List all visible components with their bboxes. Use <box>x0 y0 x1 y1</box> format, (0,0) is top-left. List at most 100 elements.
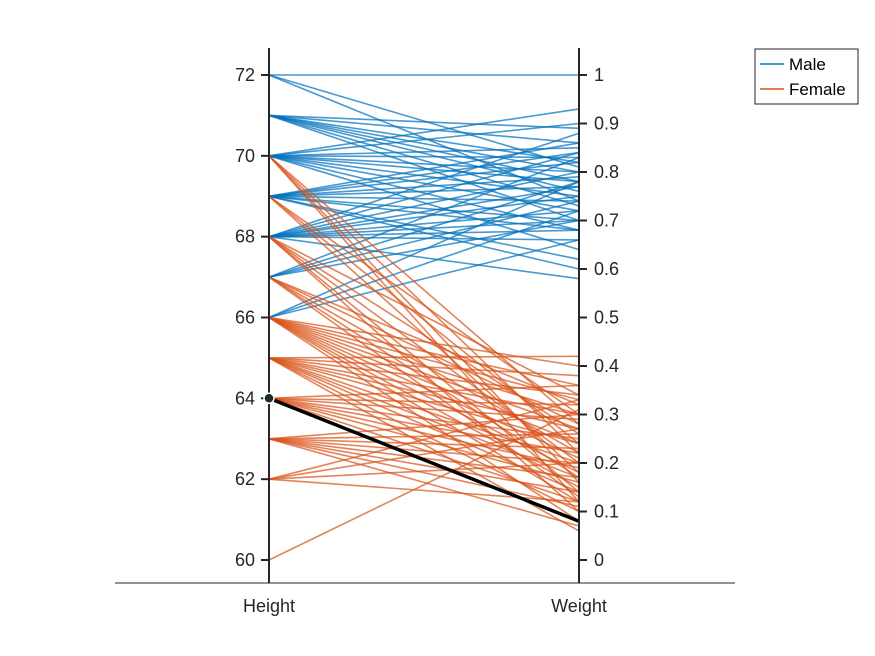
data-line-male <box>268 200 580 278</box>
height-tick-label: 68 <box>235 227 255 247</box>
weight-tick-label: 0.2 <box>594 453 619 473</box>
weight-tick-label: 0.8 <box>594 162 619 182</box>
data-line-male <box>268 239 580 319</box>
data-line-female <box>268 438 580 450</box>
data-line-male <box>268 210 580 319</box>
data-line-male <box>268 185 580 198</box>
data-line-female <box>268 408 580 561</box>
data-line-male <box>268 156 580 278</box>
data-line-female <box>268 195 580 416</box>
height-tick-label: 64 <box>235 388 255 408</box>
data-line-male <box>268 108 580 157</box>
series-male <box>268 74 580 319</box>
data-line-male <box>268 114 580 173</box>
data-line-female <box>268 357 580 513</box>
height-tick-label: 60 <box>235 550 255 570</box>
data-line-male <box>268 171 580 238</box>
data-line-female <box>268 384 580 400</box>
data-line-male <box>268 155 580 251</box>
data-line-female <box>268 478 580 503</box>
data-line-male <box>268 114 580 130</box>
data-line-male <box>268 235 580 280</box>
highlighted-line <box>268 396 580 523</box>
data-line-female <box>268 235 580 396</box>
weight-tick-label: 1 <box>594 65 604 85</box>
data-line-female <box>268 397 580 503</box>
data-line-female <box>268 397 580 455</box>
data-line-male <box>268 155 580 173</box>
data-line-male <box>268 122 580 157</box>
height-tick-label: 70 <box>235 146 255 166</box>
data-line-female <box>268 399 580 480</box>
data-line-male <box>268 114 580 183</box>
data-line-female <box>268 357 580 430</box>
data-line-female <box>268 195 580 445</box>
data-line-female <box>268 355 580 359</box>
legend-label-female: Female <box>789 80 846 99</box>
weight-tick-label: 0.4 <box>594 356 619 376</box>
data-line-male <box>268 155 580 212</box>
data-line-male <box>268 185 580 238</box>
highlight-marker[interactable] <box>263 392 275 405</box>
data-line-male <box>268 114 580 207</box>
data-line-male <box>268 151 580 238</box>
data-line-male <box>268 155 580 159</box>
data-line-male <box>268 161 580 198</box>
data-line-female <box>268 413 580 440</box>
legend-label-male: Male <box>789 55 826 74</box>
data-line-male <box>268 195 580 231</box>
data-line-male <box>268 114 580 144</box>
coordinate-label-weight: Weight <box>551 596 607 616</box>
data-line-female <box>268 462 580 480</box>
data-line-male <box>268 180 580 278</box>
data-line-female <box>268 397 580 406</box>
data-line-female <box>268 438 580 493</box>
data-line-female <box>268 357 580 377</box>
data-line-female <box>268 397 580 440</box>
data-line-male <box>268 155 580 231</box>
data-line-male <box>268 114 580 193</box>
data-line-female <box>268 316 580 430</box>
data-line-female <box>268 397 580 421</box>
axes: 60 62 64 66 68 70 72 0 0.1 0.2 0.3 0.4 0.5 0.6 0.7 0.8 0… <box>115 48 735 616</box>
height-tick-label: 62 <box>235 469 255 489</box>
data-line-male <box>268 132 580 238</box>
data-line-female <box>268 438 580 527</box>
data-line-female <box>268 316 580 445</box>
legend-box <box>754 48 859 105</box>
data-line-male <box>268 195 580 202</box>
data-line-female <box>268 428 580 480</box>
data-line-female <box>268 155 580 425</box>
weight-tick-label: 0.6 <box>594 259 619 279</box>
series-female <box>268 155 580 561</box>
data-line-female <box>268 397 580 469</box>
height-tick-label: 72 <box>235 65 255 85</box>
data-line-female <box>268 438 580 464</box>
data-line-female <box>268 438 580 508</box>
legend[interactable]: Male Female <box>754 48 859 105</box>
data-line-male <box>268 155 580 198</box>
height-tick-label: 66 <box>235 308 255 328</box>
weight-tick-label: 0.3 <box>594 405 619 425</box>
data-line-male <box>268 229 580 238</box>
coordinate-label-height: Height <box>243 596 295 616</box>
weight-tick-label: 0.5 <box>594 308 619 328</box>
data-line-female <box>268 236 580 435</box>
weight-tick-label: 0 <box>594 550 604 570</box>
data-line-female <box>268 357 580 396</box>
data-line-male <box>268 180 580 319</box>
data-line-male <box>268 151 580 198</box>
weight-tick-label: 0.7 <box>594 211 619 231</box>
data-line-male <box>268 147 580 157</box>
weight-tick-label: 0.1 <box>594 502 619 522</box>
data-lines <box>268 74 580 561</box>
data-line-male <box>268 176 580 198</box>
weight-tick-label: 0.9 <box>594 114 619 134</box>
data-line-male <box>268 142 580 198</box>
data-line-female <box>268 357 580 464</box>
data-line-female <box>268 316 580 367</box>
data-line-female <box>268 316 580 401</box>
data-line-female <box>268 357 580 416</box>
